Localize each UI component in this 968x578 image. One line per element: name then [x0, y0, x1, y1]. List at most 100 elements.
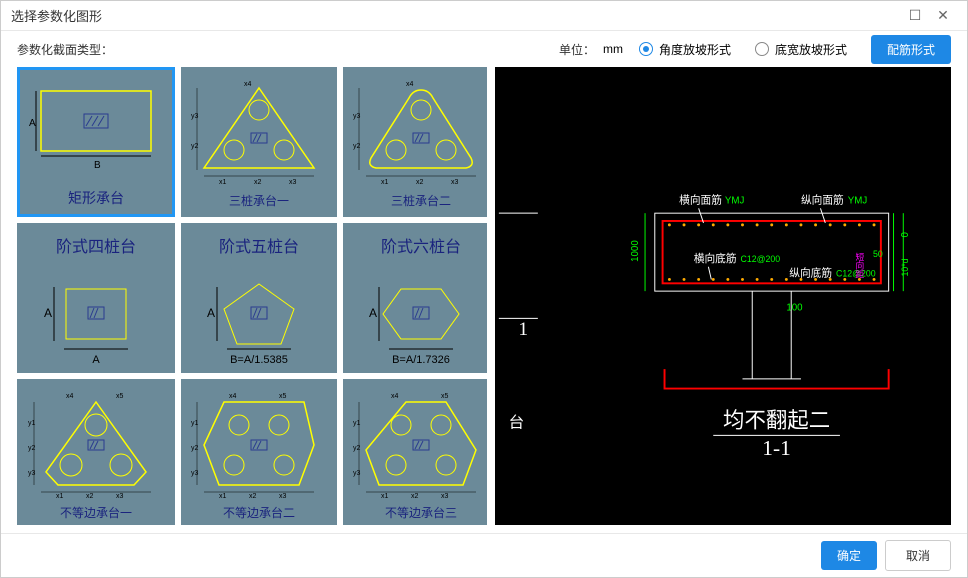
cad-text-tai: 台	[509, 414, 525, 432]
svg-text:x5: x5	[116, 393, 124, 400]
cancel-button[interactable]: 取消	[885, 540, 951, 571]
cad-v-top-val: YMJ	[848, 195, 868, 206]
shape-preview: A A	[25, 259, 167, 389]
svg-text:x2: x2	[416, 179, 424, 186]
svg-text:A: A	[92, 354, 100, 366]
shape-option-step6[interactable]: 阶式六桩台 A B=A/1.7326	[343, 223, 487, 373]
cad-side-text: 短向距	[854, 251, 864, 279]
shape-preview: AB	[26, 76, 166, 186]
shape-label: 三桩承台一	[229, 192, 289, 209]
svg-text:B=A/1.5385: B=A/1.5385	[230, 354, 288, 366]
shape-option-tri3[interactable]: x1 x2 x3 x4 y3 y2 三桩承台一	[181, 67, 337, 217]
shape-preview: A B=A/1.5385	[189, 259, 329, 389]
shape-option-uneq3[interactable]: x1 x2 x3 x4 x5 y1 y2 y3 不等边承台三	[343, 379, 487, 525]
cad-v-bot-label: 纵向底筋	[789, 267, 832, 280]
svg-text:x3: x3	[441, 493, 449, 500]
shape-option-step4[interactable]: 阶式四桩台 A A	[17, 223, 175, 373]
shape-title: 阶式五桩台	[219, 233, 299, 257]
cad-v-top-label: 纵向面筋	[801, 193, 844, 206]
shape-label: 不等边承台一	[60, 504, 132, 521]
svg-text:x4: x4	[66, 393, 74, 400]
svg-text:x3: x3	[289, 179, 297, 186]
unit-value: mm	[603, 42, 623, 56]
svg-text:x2: x2	[254, 179, 262, 186]
shape-grid-panel: AB 矩形承台 x1x2x3 x4 y3y2 三桩承台一 x1x2x3 x4 y…	[17, 67, 487, 525]
section-type-label: 参数化截面类型：	[17, 41, 113, 58]
cad-title1: 均不翻起二	[723, 409, 830, 433]
cad-h-bot-label: 横向底筋	[694, 252, 737, 265]
svg-text:y2: y2	[353, 143, 361, 150]
svg-text:x1: x1	[56, 493, 64, 500]
svg-text:x2: x2	[249, 493, 257, 500]
shape-label: 不等边承台三	[385, 504, 457, 521]
radio-width-slope[interactable]: 底宽放坡形式	[755, 41, 847, 58]
svg-text:x2: x2	[411, 493, 419, 500]
shape-preview: x1 x2 x3 x4 x5 y1 y2 y3	[25, 387, 167, 502]
svg-text:B: B	[94, 160, 101, 171]
svg-text:x5: x5	[441, 393, 449, 400]
shape-preview: x1 x2 x3 x4 y3 y2	[189, 75, 329, 190]
svg-text:A: A	[29, 118, 36, 129]
shape-label: 矩形承台	[68, 188, 124, 208]
cad-h-top-val: YMJ	[725, 195, 745, 206]
radio-icon	[755, 42, 769, 56]
svg-text:x4: x4	[406, 81, 414, 88]
cad-dim-10d: 10*d	[900, 258, 910, 276]
svg-text:x2: x2	[86, 493, 94, 500]
cad-preview[interactable]: 1 台 横向面筋 YMJ 纵向面筋 YMJ 横向底筋 C12@200 纵向底筋 …	[495, 67, 951, 525]
shape-option-rect[interactable]: AB 矩形承台	[17, 67, 175, 217]
cad-dim-1000: 1000	[630, 240, 641, 262]
close-button[interactable]: ✕	[929, 2, 957, 30]
svg-text:A: A	[44, 306, 52, 320]
cad-h-top-label: 横向面筋	[679, 193, 722, 206]
reinforce-form-button[interactable]: 配筋形式	[871, 35, 951, 64]
shape-option-uneq1[interactable]: x1 x2 x3 x4 x5 y1 y2 y3 不等边承台一	[17, 379, 175, 525]
svg-text:y2: y2	[191, 143, 199, 150]
svg-text:x3: x3	[279, 493, 287, 500]
shape-preview: A B=A/1.7326	[351, 259, 487, 389]
shape-preview: x1x2x3 x4x5 y1y2y3	[189, 387, 329, 502]
maximize-button[interactable]: ☐	[901, 2, 929, 30]
svg-text:x4: x4	[391, 393, 399, 400]
radio-icon	[639, 42, 653, 56]
svg-text:y2: y2	[28, 445, 36, 452]
shape-option-tri3b[interactable]: x1x2x3 x4 y3y2 三桩承台二	[343, 67, 487, 217]
svg-text:y3: y3	[353, 113, 361, 120]
svg-text:y2: y2	[191, 445, 199, 452]
svg-text:y3: y3	[191, 470, 199, 477]
radio-label: 底宽放坡形式	[775, 41, 847, 58]
cad-h-bot-val: C12@200	[741, 254, 781, 264]
cad-dim-100: 100	[786, 303, 803, 314]
svg-text:x1: x1	[219, 179, 227, 186]
svg-text:y3: y3	[191, 113, 199, 120]
ok-button[interactable]: 确定	[821, 541, 877, 570]
cad-dim-1: 1	[518, 319, 528, 340]
shape-option-step5[interactable]: 阶式五桩台 A B=A/1.5385	[181, 223, 337, 373]
cad-side-val: 50	[873, 249, 883, 259]
svg-text:x4: x4	[229, 393, 237, 400]
svg-text:x3: x3	[451, 179, 459, 186]
radio-angle-slope[interactable]: 角度放坡形式	[639, 41, 731, 58]
svg-text:x1: x1	[219, 493, 227, 500]
svg-text:x4: x4	[244, 81, 252, 88]
svg-text:A: A	[369, 306, 377, 320]
unit-label: 单位：	[559, 41, 595, 58]
svg-text:B=A/1.7326: B=A/1.7326	[392, 354, 450, 366]
svg-text:x3: x3	[116, 493, 124, 500]
svg-text:A: A	[207, 306, 215, 320]
radio-label: 角度放坡形式	[659, 41, 731, 58]
shape-label: 不等边承台二	[223, 504, 295, 521]
shape-title: 阶式四桩台	[56, 233, 136, 257]
svg-text:y1: y1	[353, 420, 361, 427]
shape-option-uneq2[interactable]: x1x2x3 x4x5 y1y2y3 不等边承台二	[181, 379, 337, 525]
svg-text:y1: y1	[28, 420, 36, 427]
svg-text:x1: x1	[381, 493, 389, 500]
cad-title2: 1-1	[762, 436, 791, 460]
svg-text:x5: x5	[279, 393, 287, 400]
window-title: 选择参数化图形	[11, 6, 901, 25]
cad-dim-0: 0	[900, 232, 911, 238]
svg-text:y3: y3	[353, 470, 361, 477]
svg-text:y3: y3	[28, 470, 36, 477]
shape-preview: x1x2x3 x4 y3y2	[351, 75, 487, 190]
svg-text:y2: y2	[353, 445, 361, 452]
